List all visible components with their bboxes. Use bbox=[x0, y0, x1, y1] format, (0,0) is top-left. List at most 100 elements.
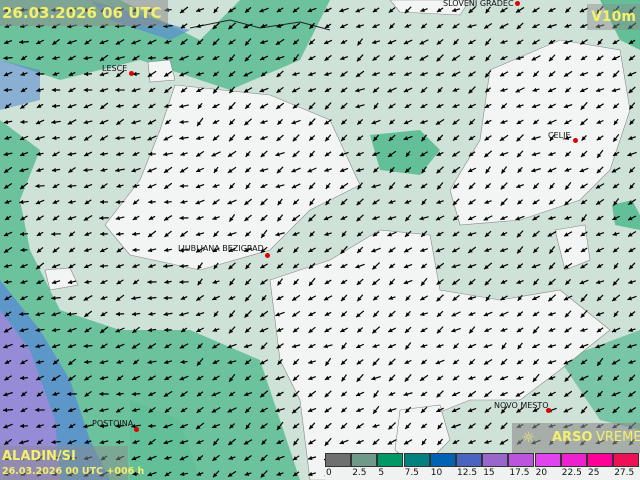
wind-arrow bbox=[3, 151, 13, 157]
wind-arrow bbox=[581, 135, 587, 141]
city-marker bbox=[515, 1, 520, 6]
wind-arrow bbox=[228, 310, 236, 318]
wind-arrow bbox=[68, 87, 76, 93]
wind-arrow bbox=[389, 166, 395, 174]
wind-arrow bbox=[340, 215, 348, 221]
wind-arrow bbox=[20, 279, 28, 284]
wind-arrow bbox=[36, 423, 44, 429]
wind-zone-se-green bbox=[560, 330, 640, 430]
wind-arrow bbox=[420, 423, 428, 429]
wind-arrow bbox=[84, 231, 92, 237]
wind-arrow bbox=[629, 118, 635, 126]
wind-arrow bbox=[83, 55, 93, 61]
wind-arrow bbox=[19, 182, 29, 190]
wind-arrow bbox=[116, 391, 124, 397]
wind-arrow bbox=[563, 104, 573, 109]
wind-arrow bbox=[323, 295, 333, 301]
wind-arrow bbox=[451, 423, 461, 429]
wind-arrow bbox=[611, 294, 621, 302]
wind-arrow bbox=[244, 359, 252, 365]
wind-arrow bbox=[116, 151, 124, 157]
wind-arrow bbox=[84, 71, 92, 77]
wind-arrow bbox=[308, 326, 316, 334]
wind-arrow bbox=[355, 88, 365, 93]
wind-arrow bbox=[323, 39, 333, 45]
wind-arrow bbox=[517, 166, 523, 174]
wind-arrow bbox=[179, 135, 189, 141]
wind-arrow bbox=[484, 135, 492, 141]
wind-arrow bbox=[83, 295, 93, 301]
wind-arrow bbox=[515, 215, 525, 221]
wind-arrow bbox=[164, 199, 172, 205]
wind-arrow bbox=[499, 71, 509, 77]
wind-arrow bbox=[611, 391, 621, 397]
wind-arrow bbox=[67, 391, 77, 397]
wind-arrow bbox=[420, 183, 428, 189]
wind-arrow bbox=[243, 248, 253, 253]
wind-arrow bbox=[549, 182, 555, 190]
wind-arrow bbox=[309, 22, 315, 30]
wind-arrow bbox=[628, 247, 636, 253]
wind-arrow bbox=[291, 183, 301, 189]
wind-arrow bbox=[613, 118, 619, 126]
wind-arrow bbox=[148, 311, 156, 317]
wind-arrow bbox=[163, 55, 173, 61]
wind-arrow bbox=[387, 216, 397, 221]
wind-arrow bbox=[341, 342, 347, 350]
wind-arrow bbox=[356, 278, 364, 286]
wind-arrow bbox=[436, 166, 444, 174]
wind-arrow bbox=[179, 71, 189, 77]
wind-arrow bbox=[227, 150, 237, 158]
wind-arrow bbox=[19, 311, 29, 317]
wind-arrow bbox=[531, 263, 541, 269]
wind-arrow bbox=[308, 214, 316, 222]
wind-arrow bbox=[259, 375, 269, 381]
wind-arrow bbox=[515, 55, 525, 61]
wind-arrow bbox=[404, 167, 412, 173]
wind-arrow bbox=[579, 390, 589, 398]
wind-arrow bbox=[548, 54, 556, 62]
wind-arrow bbox=[180, 23, 188, 29]
wind-arrow bbox=[372, 54, 380, 62]
wind-arrow bbox=[500, 198, 508, 206]
wind-arrow bbox=[468, 55, 476, 61]
wind-arrow bbox=[20, 263, 28, 269]
wind-arrow bbox=[324, 231, 332, 237]
wind-arrow bbox=[372, 295, 380, 301]
parameter-label: V10m bbox=[587, 4, 640, 30]
wind-arrow bbox=[451, 166, 461, 174]
wind-arrow bbox=[404, 71, 412, 77]
wind-arrow bbox=[51, 295, 61, 301]
wind-arrow bbox=[148, 55, 156, 61]
wind-arrow bbox=[388, 295, 396, 300]
wind-arrow bbox=[612, 151, 620, 157]
wind-arrow bbox=[83, 214, 93, 222]
wind-arrow bbox=[564, 23, 572, 28]
wind-arrow bbox=[467, 24, 477, 29]
wind-arrow bbox=[244, 54, 252, 62]
wind-arrow bbox=[627, 230, 637, 238]
wind-arrow bbox=[100, 167, 108, 173]
wind-arrow bbox=[228, 262, 236, 270]
wind-arrow bbox=[227, 470, 237, 478]
wind-arrow bbox=[356, 214, 364, 222]
wind-arrow bbox=[115, 56, 125, 61]
wind-arrow bbox=[260, 214, 268, 222]
wind-arrow bbox=[340, 119, 348, 125]
wind-arrow bbox=[516, 199, 524, 205]
wind-arrow bbox=[259, 39, 269, 45]
wind-arrow bbox=[467, 390, 477, 398]
wind-arrow bbox=[196, 391, 204, 397]
wind-arrow bbox=[467, 295, 477, 301]
wind-arrow bbox=[212, 327, 220, 332]
wind-arrow bbox=[307, 295, 317, 301]
wind-arrow bbox=[484, 230, 492, 238]
wind-arrow bbox=[261, 294, 267, 302]
legend-tick: 5 bbox=[378, 468, 385, 478]
wind-arrow bbox=[197, 102, 203, 110]
wind-arrow bbox=[244, 326, 252, 334]
wind-zone-purple bbox=[0, 310, 60, 480]
wind-arrow bbox=[67, 311, 77, 317]
wind-arrow bbox=[52, 183, 60, 189]
wind-arrow bbox=[244, 167, 252, 173]
